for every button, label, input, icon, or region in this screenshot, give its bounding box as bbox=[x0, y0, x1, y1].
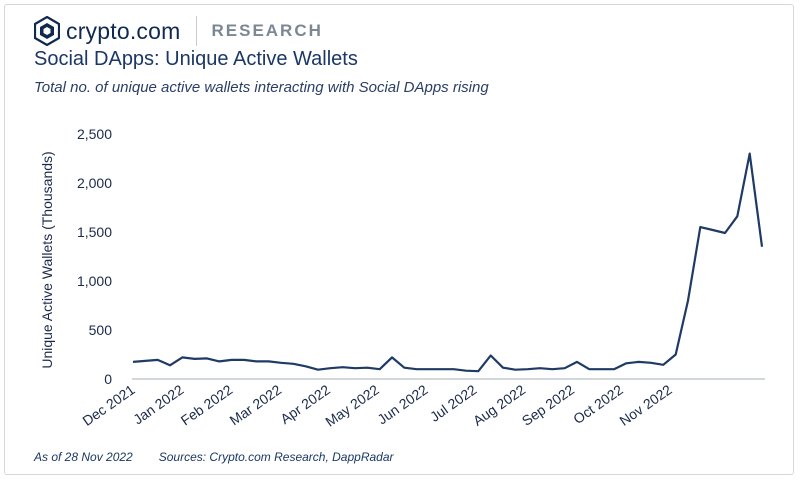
brand-header: crypto.com RESEARCH bbox=[34, 14, 323, 48]
y-tick-label: 0 bbox=[104, 371, 112, 387]
y-tick-label: 1,000 bbox=[77, 273, 112, 289]
x-tick-label: Mar 2022 bbox=[227, 381, 285, 428]
x-tick-label: Oct 2022 bbox=[570, 381, 626, 427]
footnote: As of 28 Nov 2022 Sources: Crypto.com Res… bbox=[34, 450, 394, 464]
x-tick-label: Aug 2022 bbox=[470, 381, 528, 429]
y-tick-label: 500 bbox=[89, 322, 113, 338]
y-tick-label: 2,500 bbox=[77, 126, 112, 142]
brand-section: RESEARCH bbox=[211, 21, 323, 40]
as-of-date: As of 28 Nov 2022 bbox=[34, 450, 133, 464]
chart-card bbox=[4, 4, 794, 475]
y-axis-title: Unique Active Wallets (Thousands) bbox=[39, 151, 55, 368]
y-tick-label: 2,000 bbox=[77, 175, 112, 191]
series-line bbox=[132, 152, 764, 373]
y-axis-ticks: 0 500 1,000 1,500 2,000 2,500 bbox=[77, 126, 112, 387]
y-tick-label: 1,500 bbox=[77, 224, 112, 240]
brand-divider bbox=[196, 16, 198, 46]
chart-title: Social DApps: Unique Active Wallets bbox=[34, 48, 358, 70]
chart-subtitle: Total no. of unique active wallets inter… bbox=[34, 79, 489, 96]
x-tick-label: Sep 2022 bbox=[519, 381, 577, 429]
x-tick-label: Jun 2022 bbox=[374, 381, 431, 427]
x-tick-label: Nov 2022 bbox=[616, 381, 674, 429]
x-tick-label: May 2022 bbox=[322, 381, 382, 429]
x-tick-label: Feb 2022 bbox=[178, 381, 236, 428]
x-tick-label: Dec 2021 bbox=[79, 381, 137, 429]
brand-name: crypto.com bbox=[66, 17, 181, 44]
sources-note: Sources: Crypto.com Research, DappRadar bbox=[158, 450, 394, 464]
x-tick-label: Jan 2022 bbox=[130, 381, 187, 427]
crypto-com-logo-icon bbox=[34, 16, 60, 46]
